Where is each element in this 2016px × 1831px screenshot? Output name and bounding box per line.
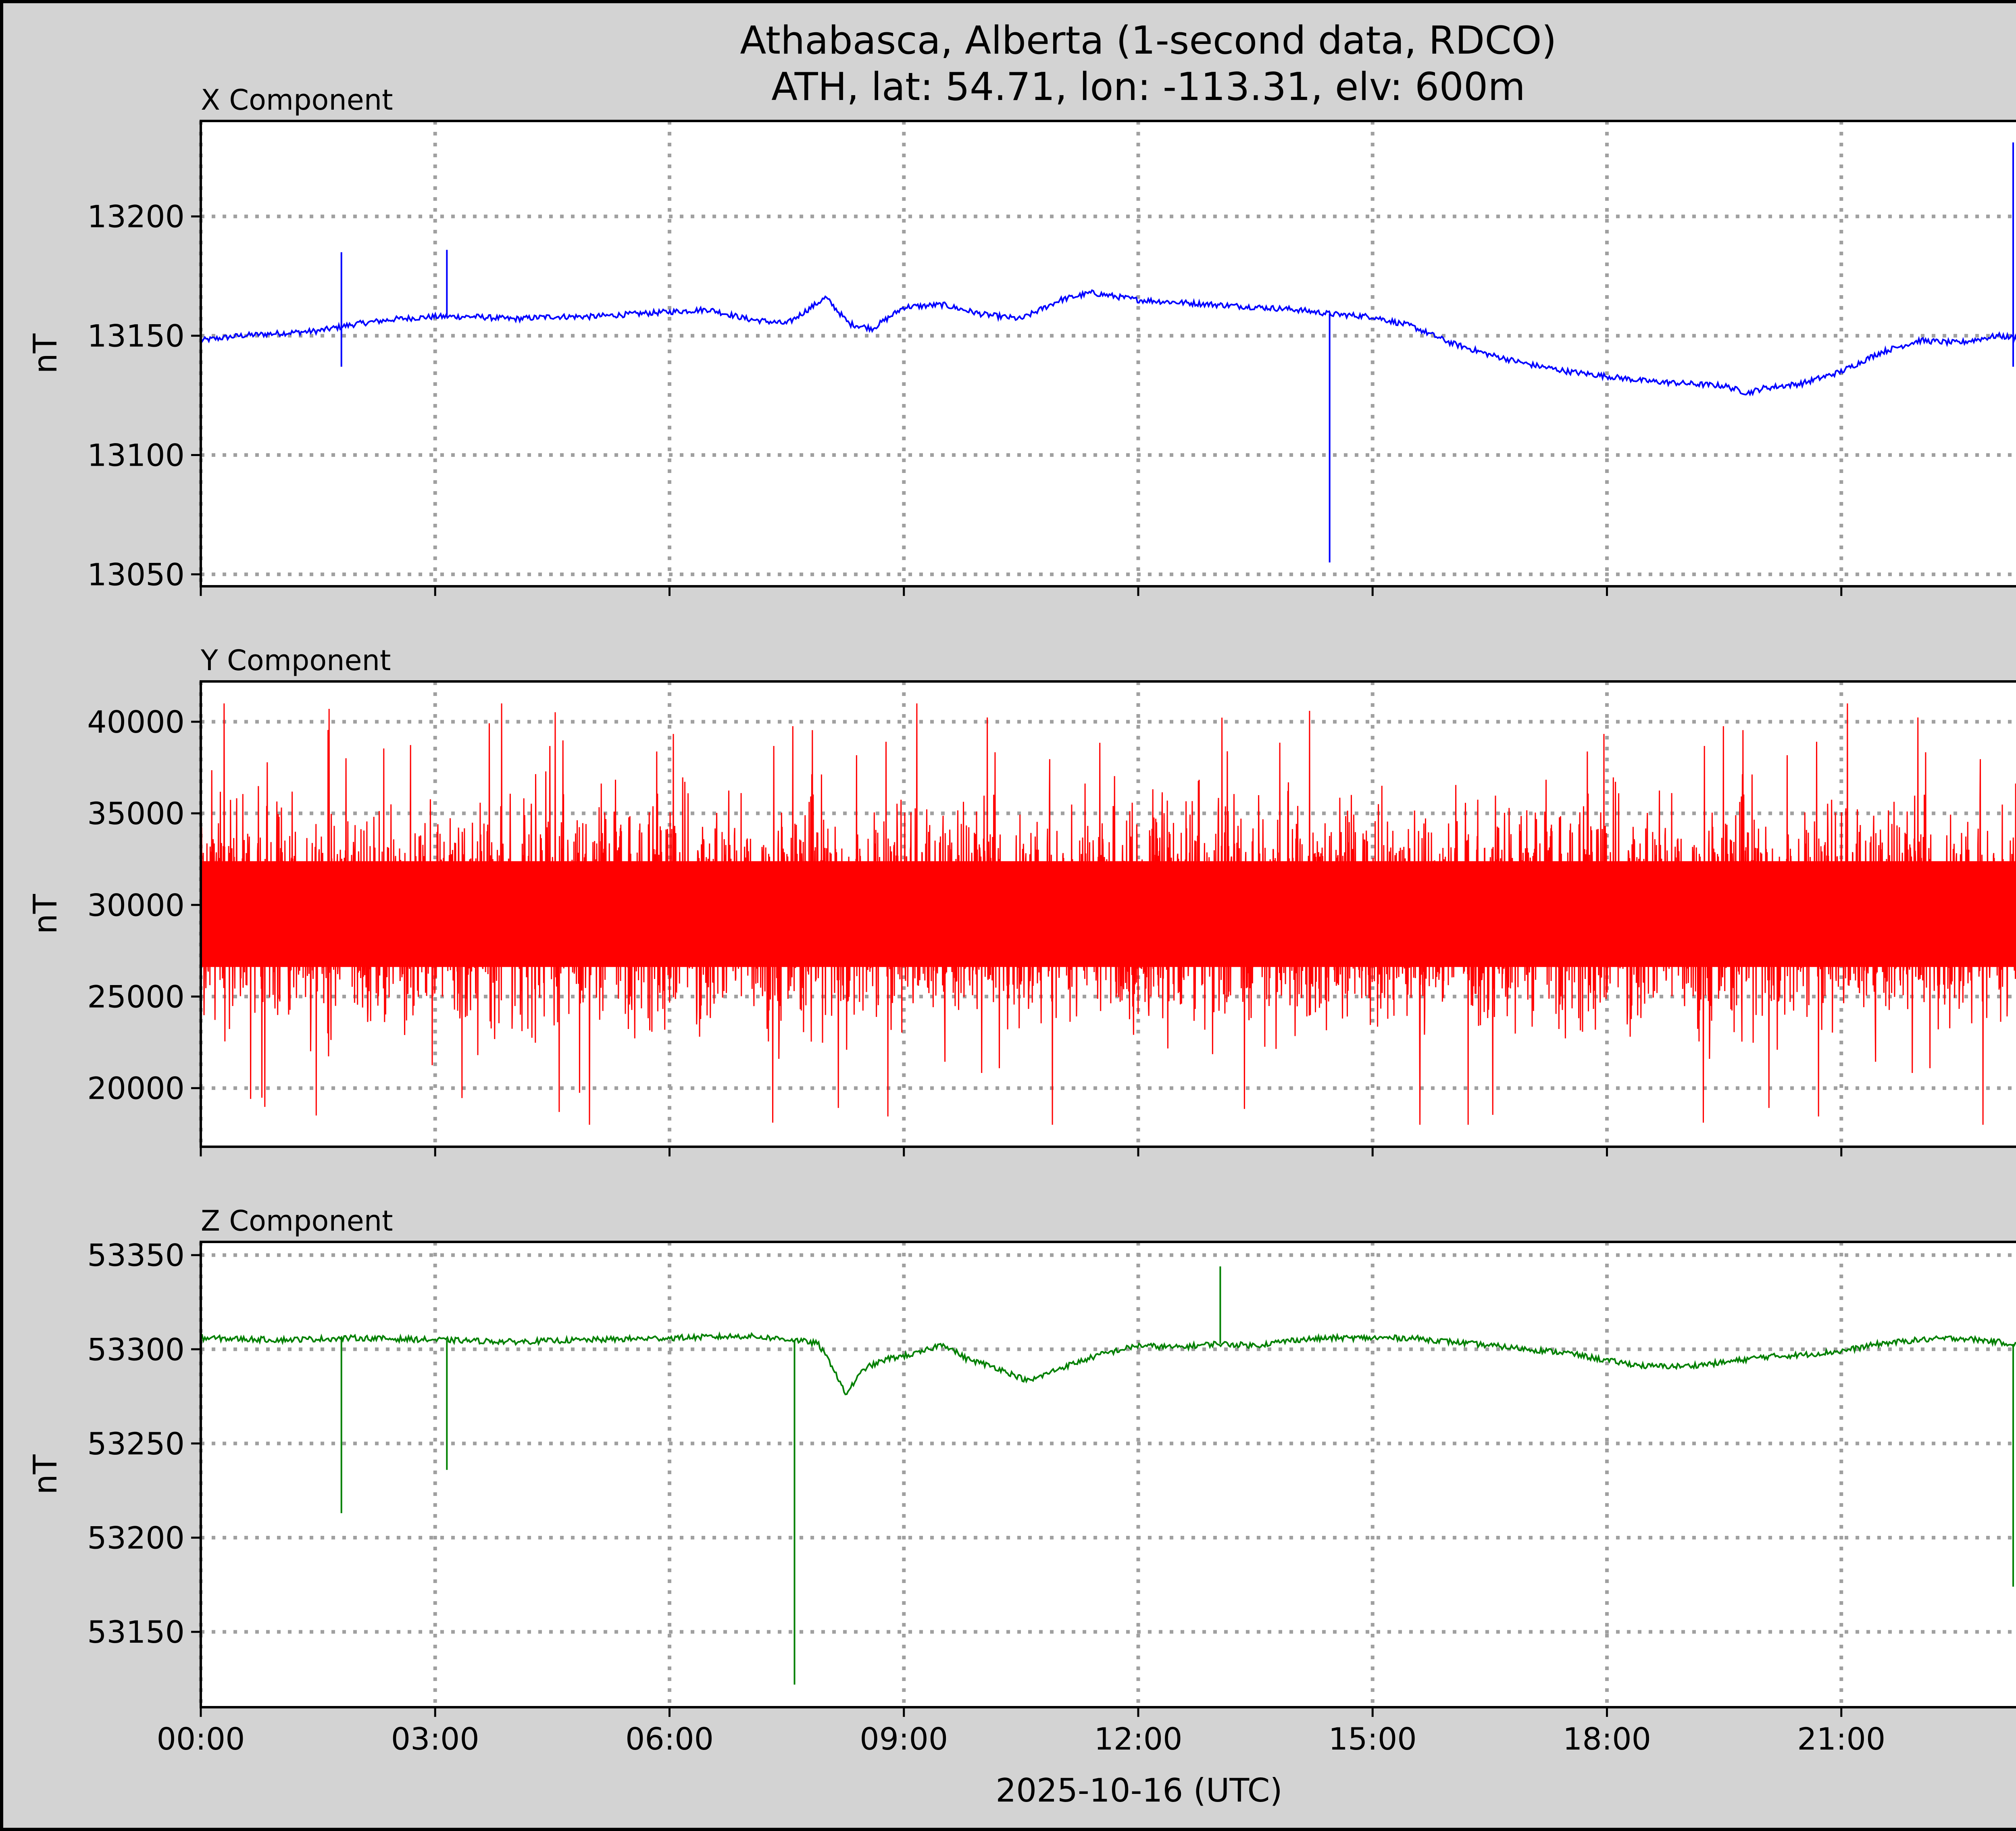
series-y (201, 703, 2016, 1125)
ytick-label-z-0: 53150 (87, 1614, 185, 1650)
xtick-label-6: 18:00 (1563, 1721, 1651, 1757)
panel-title-x: X Component (201, 83, 393, 117)
xtick-label-2: 06:00 (625, 1721, 714, 1757)
xtick-label-5: 15:00 (1329, 1721, 1417, 1757)
ytick-label-y-4: 40000 (87, 704, 185, 740)
x-axis-label: 2025-10-16 (UTC) (996, 1772, 1282, 1809)
trace-z (201, 1331, 2016, 1396)
xtick-label-4: 12:00 (1094, 1721, 1182, 1757)
xtick-label-0: 00:00 (156, 1721, 245, 1757)
xtick-label-1: 03:00 (391, 1721, 479, 1757)
ylabel-z: nT (27, 1454, 64, 1495)
ytick-label-y-2: 30000 (87, 887, 185, 923)
trace-x (201, 289, 2016, 397)
figure-title-line-2: ATH, lat: 54.71, lon: -113.31, elv: 600m (771, 65, 1525, 109)
figure-canvas: Athabasca, Alberta (1-second data, RDCO)… (27, 19, 2016, 1809)
ylabel-x: nT (27, 333, 64, 374)
ytick-label-x-2: 13150 (87, 318, 185, 354)
panel-title-y: Y Component (200, 644, 391, 677)
xtick-label-3: 09:00 (860, 1721, 948, 1757)
panel-x-component: 13050 13100 13150 13200 X Component nT (27, 83, 2016, 596)
xtick-label-7: 21:00 (1797, 1721, 1885, 1757)
plot-area-x (201, 121, 2016, 586)
ylabel-y: nT (27, 894, 64, 934)
ytick-label-z-1: 53200 (87, 1520, 185, 1556)
ytick-label-x-1: 13100 (87, 437, 185, 473)
ytick-label-z-2: 53250 (87, 1426, 185, 1462)
plot-area-z (201, 1242, 2016, 1707)
panel-z-component: 53150 53200 53250 53300 53350 00:00 03:00 06:00… (27, 1204, 2016, 1757)
ytick-label-y-1: 25000 (87, 979, 185, 1014)
ytick-label-z-3: 53300 (87, 1331, 185, 1367)
figure-title-line-1: Athabasca, Alberta (1-second data, RDCO) (740, 19, 1556, 63)
ytick-label-x-0: 13050 (87, 556, 185, 592)
series-x (201, 142, 2016, 562)
series-z (201, 1266, 2016, 1685)
trace-y-core-band (201, 861, 2016, 967)
ytick-label-y-0: 20000 (87, 1071, 185, 1106)
panel-title-z: Z Component (201, 1204, 393, 1237)
ytick-label-x-3: 13200 (87, 199, 185, 235)
panel-y-component: 20000 25000 30000 35000 40000 Y Component nT (27, 644, 2016, 1156)
ytick-label-y-3: 35000 (87, 796, 185, 831)
panels: 13050 13100 13150 13200 X Component nT 20000 25… (27, 83, 2016, 1757)
ytick-label-z-4: 53350 (87, 1237, 185, 1273)
